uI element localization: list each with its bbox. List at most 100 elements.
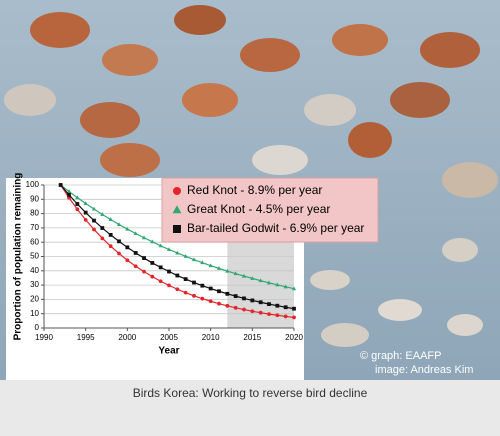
marker <box>208 286 213 291</box>
marker <box>150 239 155 244</box>
marker <box>66 189 72 193</box>
x-tick-label: 2000 <box>118 333 136 342</box>
legend-marker <box>173 187 181 195</box>
marker <box>258 310 263 315</box>
marker <box>283 284 288 289</box>
marker <box>275 303 280 308</box>
marker <box>183 254 188 258</box>
marker <box>200 296 205 301</box>
marker <box>83 210 88 215</box>
x-tick-label: 2010 <box>202 333 220 342</box>
y-tick-label: 40 <box>30 266 39 275</box>
y-tick-label: 20 <box>30 295 39 304</box>
marker <box>191 257 197 262</box>
marker <box>58 183 63 187</box>
credit: © graph: EAAFP <box>360 350 441 362</box>
legend-marker <box>172 205 182 214</box>
marker <box>141 235 147 240</box>
marker <box>167 269 171 274</box>
marker <box>75 207 80 212</box>
y-tick-label: 50 <box>30 252 39 261</box>
y-axis-label: Proportion of population remaining <box>13 173 24 341</box>
y-tick-label: 0 <box>35 323 40 332</box>
x-tick-label: 2020 <box>285 333 303 342</box>
marker <box>225 291 230 296</box>
marker <box>291 286 297 291</box>
marker <box>183 290 188 295</box>
marker <box>283 314 288 319</box>
marker <box>217 301 221 306</box>
y-tick-label: 80 <box>30 209 39 218</box>
marker <box>158 243 163 248</box>
y-tick-label: 30 <box>30 280 39 289</box>
legend-label: Red Knot - 8.9% per year <box>187 183 322 197</box>
marker <box>192 280 196 285</box>
marker <box>158 265 163 270</box>
y-tick-label: 60 <box>30 237 39 246</box>
x-tick-label: 1995 <box>77 333 95 342</box>
marker <box>142 256 146 260</box>
marker <box>108 233 113 237</box>
marker <box>192 293 196 298</box>
marker <box>275 282 280 287</box>
marker <box>100 236 105 241</box>
marker <box>242 307 246 312</box>
marker <box>258 278 263 283</box>
marker <box>133 231 138 235</box>
marker <box>216 266 222 270</box>
y-tick-label: 100 <box>26 180 40 189</box>
marker <box>267 312 271 317</box>
marker <box>150 274 155 279</box>
marker <box>250 298 255 303</box>
marker <box>242 296 246 301</box>
marker <box>117 251 121 256</box>
legend <box>161 177 379 243</box>
marker <box>83 201 88 205</box>
marker <box>91 206 97 211</box>
marker <box>150 261 155 265</box>
marker <box>75 202 80 206</box>
marker <box>133 251 138 255</box>
x-tick-label: 2005 <box>160 333 178 342</box>
marker <box>142 269 146 274</box>
x-tick-label: 1990 <box>35 333 53 342</box>
marker <box>283 305 288 310</box>
marker <box>225 268 230 273</box>
marker <box>200 260 205 265</box>
marker <box>92 218 96 223</box>
marker <box>233 271 238 276</box>
marker <box>208 263 213 268</box>
marker <box>250 276 255 280</box>
marker <box>250 309 255 314</box>
marker <box>108 217 113 221</box>
marker <box>125 226 130 231</box>
x-tick-label: 2015 <box>243 333 261 342</box>
marker <box>158 279 163 284</box>
marker <box>292 315 296 320</box>
legend-label: Bar-tailed Godwit - 6.9% per year <box>187 221 364 235</box>
marker <box>241 273 247 278</box>
marker <box>233 305 238 310</box>
marker <box>208 299 213 304</box>
marker <box>267 302 271 307</box>
marker <box>225 303 230 308</box>
credit: image: Andreas Kim <box>375 364 473 376</box>
marker <box>100 226 105 230</box>
marker <box>125 245 130 250</box>
marker <box>292 306 296 311</box>
marker <box>67 192 71 197</box>
marker <box>233 294 238 299</box>
marker <box>100 212 105 216</box>
marker <box>117 239 121 244</box>
marker <box>166 247 172 252</box>
marker <box>266 280 272 285</box>
marker <box>108 244 113 249</box>
marker <box>175 250 180 255</box>
y-tick-label: 70 <box>30 223 39 232</box>
marker <box>83 217 88 222</box>
marker <box>217 289 221 294</box>
marker <box>92 227 96 232</box>
marker <box>200 283 205 288</box>
